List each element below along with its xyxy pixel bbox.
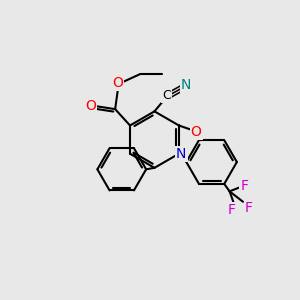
Text: F: F (240, 179, 248, 193)
Text: O: O (85, 99, 96, 112)
Text: N: N (176, 147, 187, 161)
Text: O: O (191, 125, 202, 139)
Text: N: N (181, 78, 191, 92)
Text: O: O (112, 76, 123, 90)
Text: F: F (227, 203, 236, 217)
Text: F: F (245, 201, 253, 215)
Text: C: C (162, 89, 171, 102)
